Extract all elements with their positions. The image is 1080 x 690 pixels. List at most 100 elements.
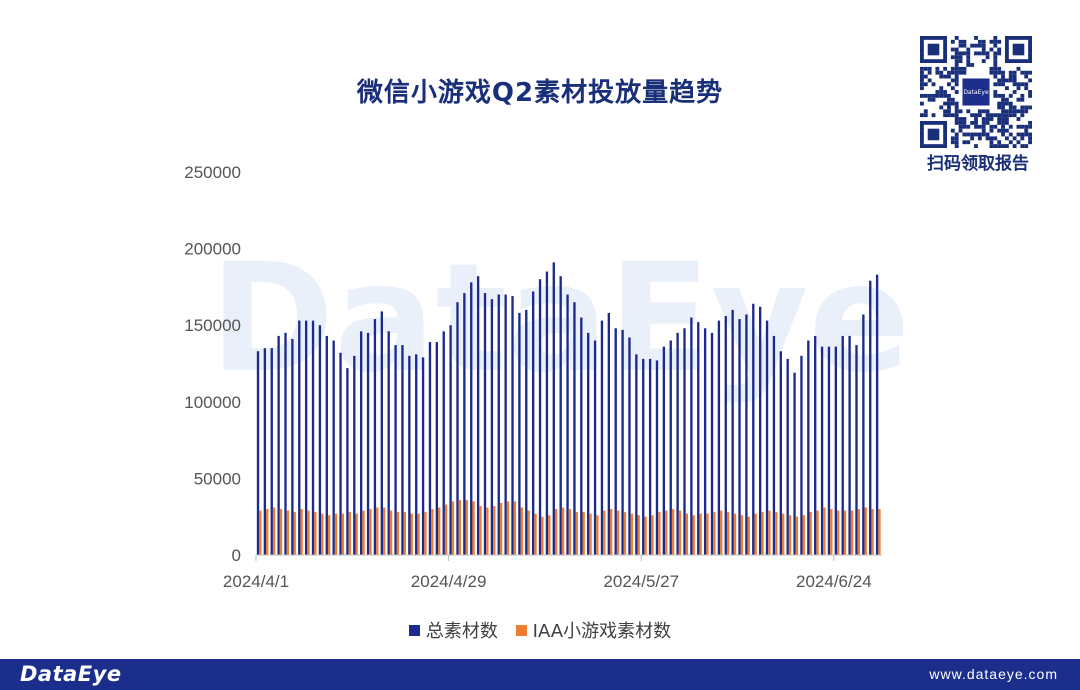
- bar-iaa: [486, 507, 489, 555]
- bar-iaa: [830, 509, 833, 555]
- bar-iaa: [761, 512, 764, 555]
- bar-iaa: [809, 512, 812, 555]
- bar-iaa: [506, 501, 510, 555]
- bar-total: [263, 348, 267, 555]
- bar-iaa: [520, 507, 523, 555]
- bar-total: [862, 314, 865, 555]
- bar-iaa: [279, 509, 283, 555]
- bar-iaa: [465, 499, 468, 555]
- legend-label-iaa: IAA小游戏素材数: [532, 621, 672, 642]
- bar-iaa: [871, 509, 874, 555]
- bar-iaa: [300, 509, 303, 555]
- bar-total: [724, 316, 727, 555]
- bar-total: [738, 319, 741, 555]
- bar-total: [765, 320, 769, 555]
- bar-total: [476, 276, 480, 555]
- bar-total: [428, 342, 432, 555]
- bar-total: [669, 340, 672, 555]
- bar-total: [710, 332, 714, 555]
- y-tick-label: 100000: [184, 393, 241, 412]
- bar-iaa: [341, 513, 345, 555]
- bar-iaa: [658, 512, 661, 555]
- bar-total: [676, 332, 679, 555]
- bar-total: [284, 332, 287, 555]
- bar-total: [518, 312, 521, 555]
- bar-iaa: [554, 509, 558, 555]
- legend-swatch-total: [408, 625, 420, 636]
- bar-iaa: [706, 513, 709, 555]
- bar-total: [628, 337, 631, 555]
- bar-iaa: [561, 507, 565, 555]
- bar-total: [401, 345, 404, 555]
- bar-iaa: [472, 501, 475, 555]
- x-tick-label: 2024/6/24: [796, 572, 872, 591]
- bar-iaa: [396, 512, 400, 555]
- bar-iaa: [623, 512, 627, 555]
- qr-code[interactable]: DataEye: [919, 35, 1033, 149]
- bar-iaa: [548, 515, 551, 555]
- bar-total: [827, 346, 831, 555]
- bar-total: [339, 352, 342, 555]
- bar-total: [277, 335, 280, 555]
- footer-website[interactable]: www.dataeye.com: [929, 666, 1058, 682]
- bar-total: [325, 335, 328, 555]
- bar-iaa: [603, 510, 606, 555]
- bar-iaa: [376, 507, 379, 555]
- bar-total: [759, 306, 762, 555]
- bar-total: [387, 331, 390, 555]
- bar-iaa: [362, 510, 365, 555]
- bar-iaa: [307, 510, 310, 555]
- bar-iaa: [513, 501, 517, 555]
- bar-iaa: [864, 507, 867, 555]
- bar-iaa: [568, 509, 572, 555]
- bar-total: [621, 329, 624, 555]
- bar-iaa: [699, 513, 702, 555]
- bar-total: [442, 331, 445, 555]
- x-tick-label: 2024/5/27: [603, 572, 679, 591]
- bar-total: [855, 345, 858, 555]
- bar-iaa: [582, 512, 585, 555]
- bar-iaa: [596, 515, 599, 555]
- y-tick-label: 0: [232, 546, 241, 565]
- bar-total: [600, 320, 604, 555]
- bar-iaa: [382, 507, 386, 555]
- bar-total: [394, 345, 397, 555]
- bar-total: [470, 282, 473, 555]
- bars: [256, 262, 881, 555]
- bar-iaa: [788, 515, 792, 555]
- bar-total: [366, 332, 370, 555]
- bar-total: [703, 328, 707, 555]
- qr-logo-text: DataEye: [963, 89, 989, 96]
- x-axis: 2024/4/1 2024/4/29 2024/5/27 2024/6/24: [223, 555, 872, 591]
- bar-iaa: [665, 510, 668, 555]
- bar-total: [697, 322, 700, 555]
- bar-total: [525, 309, 528, 555]
- bar-iaa: [802, 515, 805, 555]
- bar-iaa: [644, 516, 647, 555]
- legend-item-total: 总素材数: [408, 617, 498, 643]
- bar-total: [435, 342, 439, 555]
- bar-iaa: [272, 507, 276, 555]
- legend-label-total: 总素材数: [425, 621, 498, 642]
- bar-iaa: [575, 512, 578, 555]
- y-axis: 0 50000 100000 150000 200000 250000: [184, 163, 241, 565]
- bar-iaa: [843, 510, 847, 555]
- bar-iaa: [720, 510, 723, 555]
- x-tick-label: 2024/4/29: [411, 572, 487, 591]
- bar-total: [834, 346, 838, 555]
- bar-total: [752, 303, 755, 555]
- bar-total: [360, 331, 363, 555]
- bar-iaa: [754, 513, 757, 555]
- footer-bar: DataEye www.dataeye.com: [0, 659, 1080, 690]
- bar-total: [408, 355, 411, 555]
- bar-iaa: [651, 515, 654, 555]
- bar-iaa: [355, 513, 358, 555]
- bar-iaa: [499, 502, 503, 555]
- bar-iaa: [334, 513, 338, 555]
- bar-iaa: [286, 510, 290, 555]
- bar-total: [648, 358, 652, 555]
- bar-iaa: [389, 510, 393, 555]
- x-tick-label: 2024/4/1: [223, 572, 289, 591]
- bar-total: [655, 360, 659, 555]
- bar-iaa: [823, 507, 826, 555]
